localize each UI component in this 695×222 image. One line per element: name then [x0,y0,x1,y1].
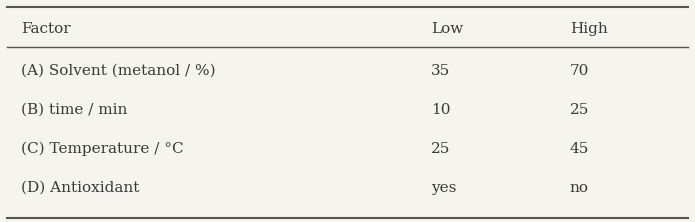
Text: 25: 25 [570,103,589,117]
Text: (B) time / min: (B) time / min [21,103,127,117]
Text: (D) Antioxidant: (D) Antioxidant [21,180,139,195]
Text: 10: 10 [431,103,450,117]
Text: 35: 35 [431,64,450,78]
Text: no: no [570,180,589,195]
Text: (A) Solvent (metanol / %): (A) Solvent (metanol / %) [21,64,215,78]
Text: Low: Low [431,22,463,36]
Text: High: High [570,22,607,36]
Text: Factor: Factor [21,22,70,36]
Text: 45: 45 [570,142,589,156]
Text: 25: 25 [431,142,450,156]
Text: (C) Temperature / °C: (C) Temperature / °C [21,142,183,156]
Text: 70: 70 [570,64,589,78]
Text: yes: yes [431,180,457,195]
